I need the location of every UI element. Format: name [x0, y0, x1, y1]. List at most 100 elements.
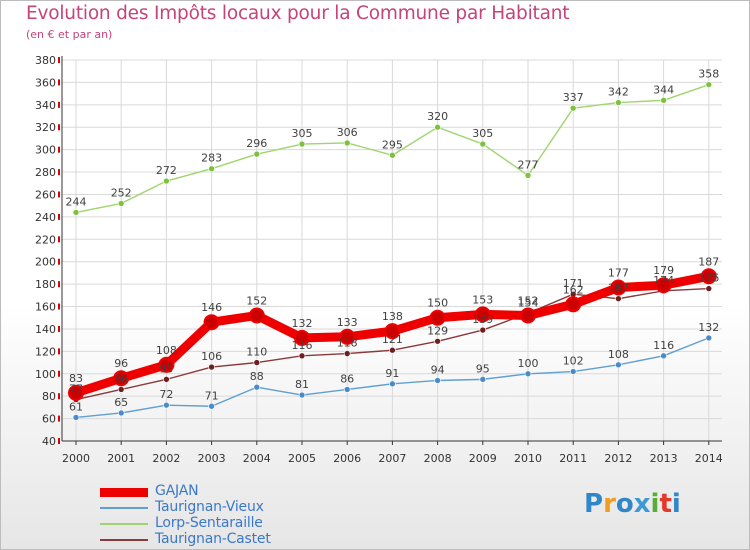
data-label: 102 — [563, 355, 584, 368]
data-point — [253, 150, 261, 158]
y-tick-label: 40 — [42, 435, 56, 448]
data-label: 138 — [382, 310, 403, 323]
data-label: 272 — [156, 164, 177, 177]
data-point — [253, 383, 261, 391]
data-point — [248, 307, 265, 324]
x-tick-label: 2008 — [424, 452, 452, 465]
legend-label-taurignan-castet: Taurignan-Castet — [155, 531, 271, 547]
data-label: 283 — [201, 152, 222, 165]
data-label: 358 — [698, 68, 719, 81]
data-point — [524, 172, 532, 179]
legend-label-taurignan-vieux: Taurignan-Vieux — [155, 499, 264, 515]
legend-swatch-lorp-sentaraille — [100, 523, 148, 525]
x-tick-label: 2001 — [107, 452, 135, 465]
data-point — [434, 123, 441, 131]
data-label: 150 — [427, 297, 448, 310]
data-label: 295 — [382, 138, 403, 151]
y-tick-label: 380 — [35, 54, 56, 67]
data-label: 139 — [472, 313, 493, 326]
data-label: 88 — [250, 370, 264, 383]
data-label: 154 — [518, 296, 539, 309]
y-tick-label: 160 — [35, 301, 56, 314]
data-point — [208, 363, 215, 371]
data-label: 96 — [114, 357, 128, 370]
y-tick-label: 260 — [35, 188, 56, 201]
data-point — [163, 401, 170, 409]
data-label: 174 — [653, 274, 674, 287]
data-label: 94 — [431, 363, 445, 376]
data-label: 72 — [159, 388, 173, 401]
data-label: 100 — [518, 357, 539, 370]
data-label: 344 — [653, 83, 674, 96]
data-label: 83 — [69, 372, 83, 385]
data-label: 167 — [608, 282, 629, 295]
y-tick-label: 280 — [35, 166, 56, 179]
data-point — [389, 346, 396, 354]
data-label: 116 — [292, 339, 313, 352]
x-tick-label: 2003 — [198, 452, 226, 465]
data-point — [434, 337, 441, 345]
data-point — [705, 81, 713, 88]
data-point — [700, 268, 717, 285]
data-label: 179 — [653, 264, 674, 277]
data-label: 116 — [653, 339, 674, 352]
data-label: 95 — [159, 362, 173, 375]
data-point — [660, 352, 667, 360]
data-point — [705, 334, 713, 342]
data-label: 162 — [563, 283, 584, 296]
x-tick-label: 2011 — [559, 452, 587, 465]
y-tick-label: 320 — [35, 121, 56, 134]
data-point — [479, 376, 487, 383]
legend-swatch-gajan — [100, 488, 148, 497]
data-label: 86 — [340, 372, 354, 385]
data-point — [660, 97, 667, 104]
data-point — [339, 328, 356, 345]
data-series — [68, 81, 717, 421]
data-label: 296 — [246, 137, 267, 150]
data-label: 95 — [476, 362, 490, 375]
x-tick-label: 2004 — [243, 452, 271, 465]
legend-label-gajan: GAJAN — [155, 483, 199, 499]
data-point — [569, 104, 577, 112]
data-label: 152 — [246, 294, 267, 307]
y-tick-label: 60 — [42, 413, 56, 426]
data-label: 132 — [698, 321, 719, 334]
data-point — [615, 295, 622, 302]
data-label: 71 — [205, 389, 219, 402]
data-point — [163, 376, 170, 383]
data-point — [163, 177, 170, 185]
data-label: 306 — [337, 126, 358, 139]
data-labels: 61 65 72 71 88 81 86 91 94 95 100 102 108 116 132 244 25… — [66, 68, 720, 414]
x-tick-label: 2010 — [514, 452, 542, 465]
data-label: 86 — [114, 372, 128, 385]
x-tick-label: 2012 — [604, 452, 632, 465]
data-label: 118 — [337, 337, 358, 350]
data-label: 108 — [156, 344, 177, 357]
chart-subtitle: (en € et par an) — [26, 28, 113, 41]
y-tick-label: 180 — [35, 278, 56, 291]
legend-item-lorp-sentaraille: Lorp-Sentaraille — [100, 515, 360, 532]
data-label: 77 — [69, 383, 83, 396]
data-point — [68, 384, 84, 401]
data-label: 81 — [295, 378, 309, 391]
x-tick-label: 2009 — [469, 452, 497, 465]
y-tick-label: 240 — [35, 211, 56, 224]
data-label: 91 — [385, 367, 399, 380]
legend-label-lorp-sentaraille: Lorp-Sentaraille — [155, 515, 263, 531]
x-tick-label: 2002 — [152, 452, 180, 465]
data-point — [113, 370, 130, 387]
data-label: 187 — [698, 255, 719, 268]
data-label: 61 — [69, 400, 83, 413]
x-tick-label: 2005 — [288, 452, 316, 465]
data-point — [72, 414, 80, 421]
data-point — [615, 361, 622, 369]
data-label: 110 — [246, 346, 267, 359]
data-label: 305 — [472, 127, 493, 140]
data-point — [565, 296, 582, 313]
data-label: 244 — [66, 195, 87, 208]
legend-item-taurignan-castet: Taurignan-Castet — [100, 531, 360, 548]
y-tick-label: 360 — [35, 76, 56, 89]
legend-swatch-taurignan-castet — [100, 539, 148, 541]
data-label: 171 — [563, 277, 584, 290]
